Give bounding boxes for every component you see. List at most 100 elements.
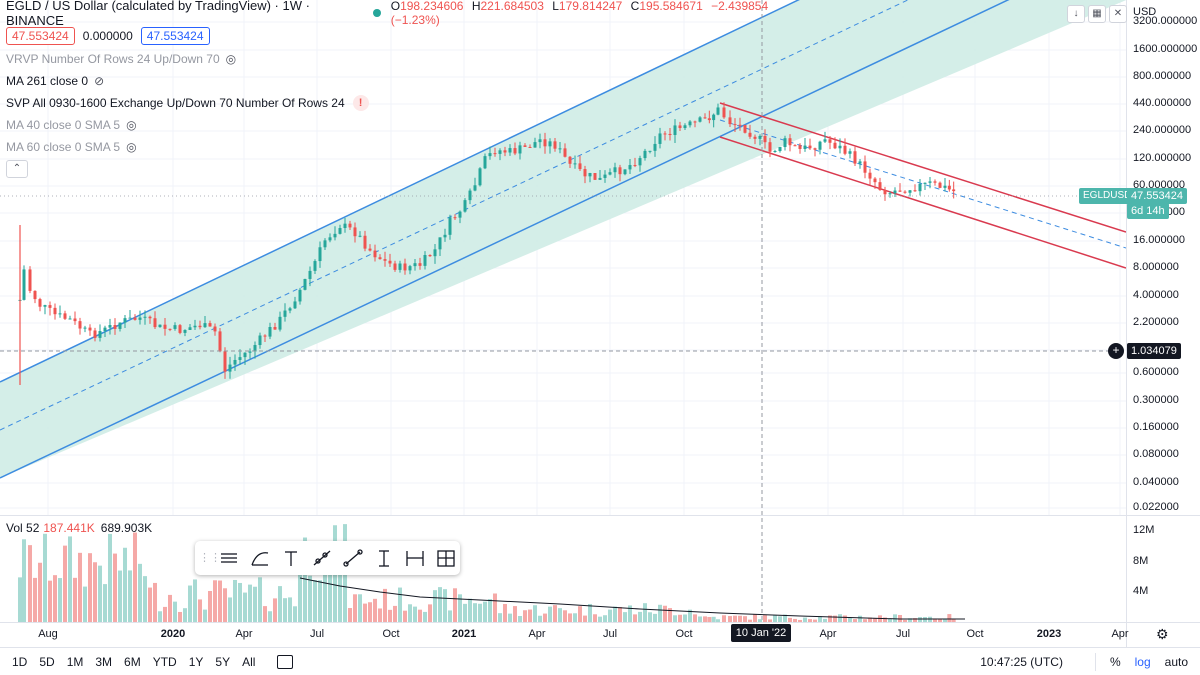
price-tick-label: 2.200000 [1133, 316, 1179, 328]
ohlc-values: O198.234606 H221.684503 L179.814247 C195… [390, 0, 769, 27]
descending-channel-mid-line[interactable] [719, 119, 1126, 249]
ray-icon[interactable] [306, 544, 337, 572]
bottom-toolbar: 1D 5D 1M 3M 6M YTD 1Y 5Y All 10:47:25 (UTC) % lo… [0, 647, 1200, 675]
warning-icon[interactable]: ! [352, 94, 369, 111]
candle-body [68, 318, 72, 320]
gear-icon[interactable]: ⚙ [1156, 626, 1169, 642]
timeframe-button[interactable]: 1D [12, 654, 28, 669]
timeframe-button[interactable]: 1Y [188, 654, 204, 669]
candle-body [98, 331, 102, 338]
currency-label[interactable]: USD [1133, 6, 1157, 18]
indicator-row[interactable]: VRVP Number Of Rows 24 Up/Down 70 ◎ [6, 50, 806, 67]
timeframe-button[interactable]: YTD [152, 654, 177, 669]
buy-price-box[interactable]: 47.553424 [140, 27, 210, 45]
timeframe-button[interactable]: All [242, 654, 256, 669]
timeframe-button[interactable]: 1M [66, 654, 84, 669]
ascending-channel-lower-line[interactable] [0, 0, 1050, 479]
volume-bar [913, 618, 917, 622]
candle-body [378, 257, 382, 260]
add-alert-plus-icon[interactable]: + [1108, 343, 1124, 359]
candle-body [833, 142, 837, 149]
candle-body [408, 266, 412, 271]
date-range-icon[interactable] [399, 544, 430, 572]
eye-off-icon[interactable]: ◎ [126, 117, 137, 132]
candle-body [263, 335, 267, 337]
volume-legend: Vol 52 187.441K 689.903K [6, 521, 153, 535]
descending-channel-lower-line[interactable] [719, 136, 1126, 269]
candle-body [863, 161, 867, 173]
candle-body [843, 145, 847, 154]
indicator-label: VRVP Number Of Rows 24 Up/Down 70 [6, 51, 220, 66]
volume-bar [553, 605, 557, 622]
ban-icon[interactable]: ⊘ [94, 73, 105, 88]
symbol-title[interactable]: EGLD / US Dollar (calculated by TradingV… [6, 0, 310, 28]
volume-bar [873, 618, 877, 622]
descending-channel-upper-line[interactable] [719, 102, 1126, 233]
candle-body [103, 327, 107, 332]
vertical-line-icon[interactable] [368, 544, 399, 572]
down-arrow-icon[interactable]: ↓ [1067, 5, 1085, 23]
volume-bar [418, 609, 422, 622]
candle-body [358, 235, 362, 237]
horizontal-lines-icon[interactable] [213, 544, 244, 572]
volume-bar [588, 603, 592, 622]
timeframe-button[interactable]: 3M [95, 654, 113, 669]
candle-body [413, 263, 417, 267]
price-tick-label: 0.040000 [1133, 476, 1179, 488]
indicator-row[interactable]: MA 40 close 0 SMA 5 ◎ [6, 116, 806, 133]
candle-body [528, 146, 532, 148]
eye-off-icon[interactable]: ◎ [126, 139, 137, 154]
candlestick-series[interactable] [18, 102, 956, 385]
close-icon[interactable]: ✕ [1109, 5, 1127, 23]
candle-body [288, 308, 292, 311]
timeframe-button[interactable]: 6M [124, 654, 141, 669]
bar-countdown-tag: 6d 14h [1127, 203, 1169, 219]
indicator-label: MA 40 close 0 SMA 5 [6, 117, 121, 132]
volume-bar [848, 617, 852, 622]
utc-clock[interactable]: 10:47:25 (UTC) [980, 654, 1063, 669]
grid-icon[interactable] [430, 544, 461, 572]
eye-off-icon[interactable]: ◎ [225, 51, 237, 66]
candle-body [848, 151, 852, 154]
volume-bar [478, 603, 482, 622]
price-tick-label: 4.000000 [1133, 289, 1179, 301]
candle-body [588, 173, 592, 177]
candle-body [688, 121, 692, 126]
candle-body [883, 190, 887, 195]
volume-bar [308, 575, 312, 622]
ascending-channel-mid-line[interactable] [0, 0, 950, 431]
candle-body [148, 316, 152, 319]
timeframe-button[interactable]: 5D [39, 654, 55, 669]
indicator-row[interactable]: MA 261 close 0 ⊘ [6, 72, 806, 89]
log-toggle[interactable]: log [1134, 654, 1151, 669]
volume-tick-label: 12M [1133, 524, 1155, 536]
candle-body [623, 169, 627, 175]
volume-bar [658, 604, 662, 622]
text-icon[interactable] [275, 544, 306, 572]
volume-bar [143, 576, 147, 622]
candle-body [803, 145, 807, 149]
timeframe-button[interactable]: 5Y [215, 654, 231, 669]
volume-bar [348, 608, 352, 622]
candle-body [743, 124, 747, 133]
indicator-row[interactable]: MA 60 close 0 SMA 5 ◎ [6, 138, 806, 155]
date-range-picker-icon[interactable] [277, 654, 294, 669]
drag-handle-icon[interactable]: ⋮⋮ [199, 552, 221, 564]
collapse-legend-button[interactable]: ⌃ [6, 160, 28, 178]
indicator-row[interactable]: SVP All 0930-1600 Exchange Up/Down 70 Nu… [6, 94, 806, 111]
volume-bar [483, 601, 487, 622]
curve-icon[interactable] [244, 544, 275, 572]
candle-body [658, 133, 662, 144]
volume-bar [711, 616, 716, 622]
sell-price-box[interactable]: 47.553424 [6, 27, 75, 45]
candle-body [923, 182, 927, 184]
calendar-icon[interactable]: ▦ [1088, 5, 1106, 23]
percent-toggle[interactable]: % [1109, 654, 1121, 669]
volume-bar [648, 612, 652, 622]
candle-body [118, 322, 122, 329]
auto-toggle[interactable]: auto [1164, 654, 1188, 669]
volume-bar [548, 606, 552, 622]
ascending-channel-fill [0, 0, 1126, 478]
trend-line-icon[interactable] [337, 544, 368, 572]
